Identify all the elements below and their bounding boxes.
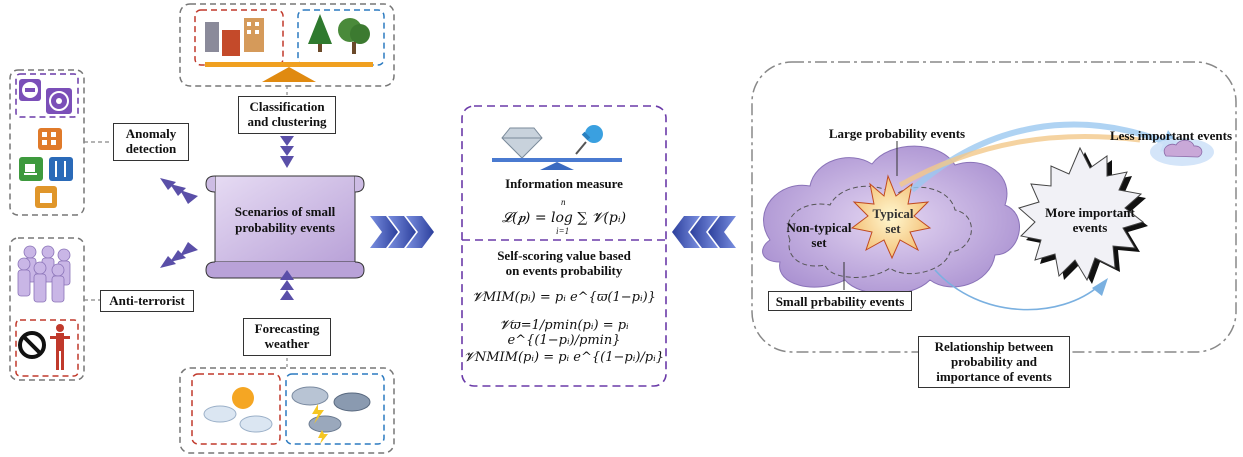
- info-measure-formula: 𝓛(𝒑) = log ∑ 𝓥(pᵢ): [501, 210, 627, 226]
- non-typical-set-label: Non-typical set: [786, 220, 852, 250]
- no-entry-icon: [19, 79, 41, 101]
- scenarios-scroll: [205, 175, 365, 279]
- relationship-panel: [751, 61, 1237, 353]
- forecasting-icons-panel: [179, 367, 395, 454]
- more-important-star: [1017, 146, 1145, 282]
- info-measure-title: Information measure: [505, 176, 623, 191]
- formula-varpi: 𝓥ϖ=1/pmin(pᵢ) = pᵢ e^{(1−pᵢ)/pmin}: [499, 318, 629, 348]
- large-probability-label: Large probability events: [828, 126, 966, 141]
- storm-clouds-icon: [291, 386, 371, 444]
- building-icon: [38, 128, 62, 150]
- pushpin-icon: [575, 125, 603, 155]
- self-scoring-title: Self-scoring value based on events proba…: [497, 248, 631, 278]
- purple-arrow-left-upper: [160, 178, 198, 204]
- no-sign-person-icon: [18, 324, 70, 370]
- arrow-to-more-important: [934, 269, 1101, 311]
- purple-arrow-top: [280, 136, 294, 168]
- formula-nmim: 𝓥NMIM(pᵢ) = pᵢ e^{(1−pᵢ)/pᵢ}: [464, 350, 664, 365]
- anti-terrorist-label: Anti-terrorist: [100, 290, 194, 312]
- anomaly-detection-label: Anomaly detection: [113, 123, 189, 161]
- typical-set-star: [850, 174, 932, 260]
- luggage-icon: [35, 186, 57, 208]
- typical-set-label: Typical set: [872, 206, 914, 236]
- more-important-label: More important events: [1045, 205, 1135, 235]
- sum-lower-limit: i=1: [556, 226, 570, 236]
- scroll-title: Scenarios of small probability events: [234, 204, 336, 235]
- non-typical-set-outline: [787, 185, 972, 278]
- formula-mim: 𝓥MIM(pᵢ) = pᵢ e^{ϖ(1−pᵢ)}: [472, 290, 656, 305]
- information-measure-panel: [461, 105, 667, 387]
- diamond-icon: [501, 127, 543, 159]
- less-important-label: Less important events: [1109, 128, 1232, 143]
- less-important-cloud: [1163, 139, 1203, 158]
- left-chevrons-arrow: [672, 216, 736, 248]
- sun-cloud-icon: [203, 387, 273, 433]
- coffee-icon: [19, 157, 43, 181]
- relationship-label: Relationship between probability and imp…: [918, 336, 1070, 388]
- forecasting-label: Forecasting weather: [243, 318, 331, 356]
- city-buildings-icon: [205, 18, 264, 56]
- info-balance-icon: [492, 158, 622, 170]
- classification-label: Classification and clustering: [238, 96, 336, 134]
- right-chevrons-arrow: [370, 216, 434, 248]
- anti-terrorist-icons-panel: [9, 237, 85, 381]
- sum-upper-limit: n: [561, 197, 566, 207]
- small-probability-label: Small prbability events: [768, 291, 912, 311]
- purple-arrow-left-lower: [160, 242, 198, 268]
- fan-icon: [46, 88, 72, 114]
- utensils-icon: [49, 157, 73, 181]
- people-icon: [17, 245, 71, 303]
- balance-icon: [205, 62, 373, 82]
- purple-arrow-bottom: [280, 270, 294, 300]
- trees-icon: [308, 14, 370, 54]
